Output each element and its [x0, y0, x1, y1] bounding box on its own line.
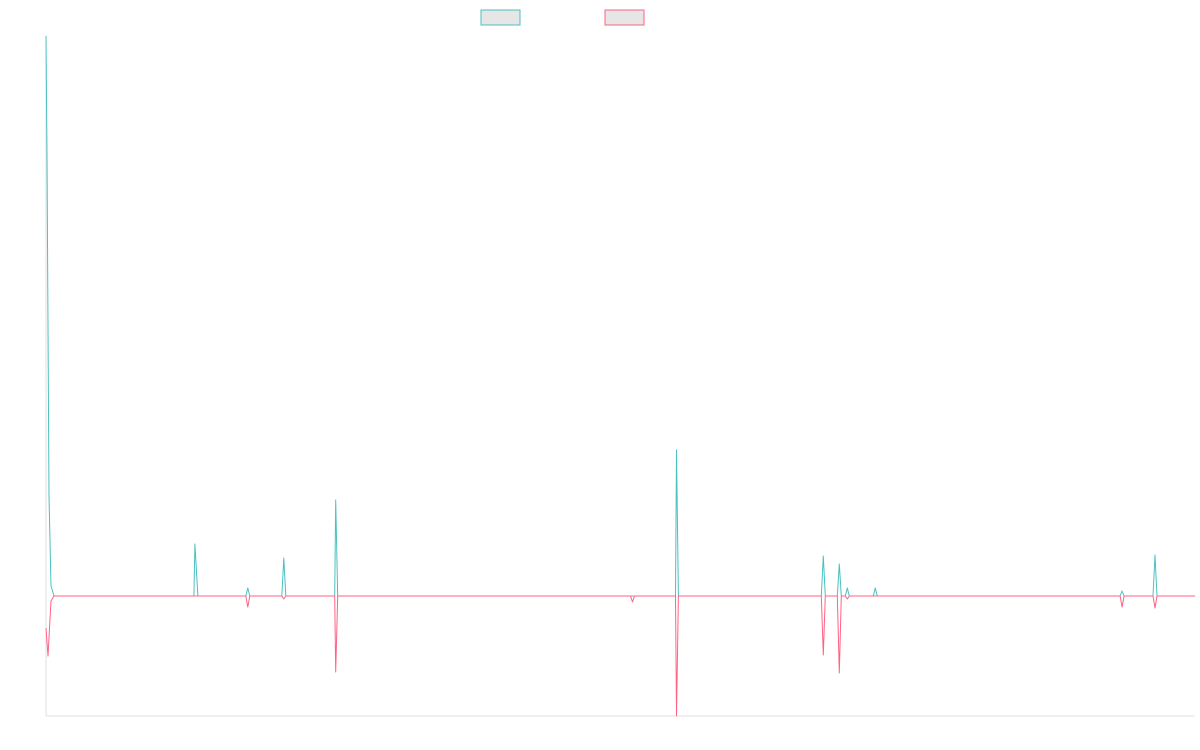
series-layer [45, 35, 1195, 717]
legend-swatch-series-1[interactable] [480, 9, 521, 26]
series-line-1 [45, 35, 1195, 597]
legend[interactable] [480, 9, 645, 26]
series-line-2 [45, 595, 1195, 717]
legend-swatch-series-2[interactable] [604, 9, 645, 26]
